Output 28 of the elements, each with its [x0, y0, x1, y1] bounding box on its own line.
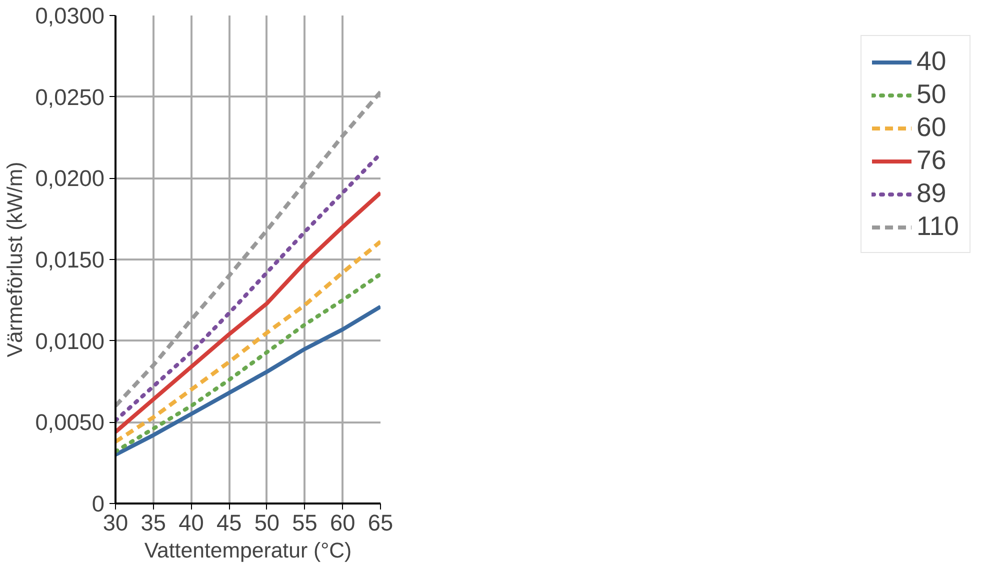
- legend-label: 40: [916, 46, 946, 77]
- x-tick-label: 35: [140, 510, 166, 536]
- x-tick-label: 40: [178, 510, 204, 536]
- y-tick-label: 0,0050: [35, 409, 104, 436]
- legend-label: 89: [916, 178, 946, 209]
- y-tick-label: 0,0250: [35, 84, 104, 110]
- y-tick-label: 0,0200: [35, 165, 104, 192]
- y-tick-label: 0: [92, 490, 105, 516]
- legend-label: 76: [916, 145, 946, 176]
- legend-label: 50: [916, 79, 946, 110]
- y-tick-label: 0,0300: [35, 2, 104, 28]
- y-axis-title: Värmeförlust (kW/m): [3, 162, 28, 358]
- legend-label: 110: [916, 211, 959, 242]
- y-tick-label: 0,0150: [35, 246, 104, 272]
- line-series: [116, 240, 380, 444]
- legend-label: 60: [916, 112, 946, 143]
- x-tick-label: 45: [216, 510, 242, 536]
- x-tick-label: 30: [102, 510, 128, 536]
- y-tick-label: 0,0100: [35, 328, 104, 354]
- line-series: [116, 90, 380, 408]
- x-axis-title: Vattentemperatur (°C): [144, 538, 352, 562]
- x-tick-label: 60: [330, 510, 356, 536]
- line-series: [116, 304, 380, 457]
- x-tick-label: 55: [292, 510, 318, 536]
- x-tick-label: 50: [254, 510, 280, 536]
- line-series: [116, 190, 380, 434]
- line-series: [116, 272, 380, 454]
- x-tick-label: 65: [368, 510, 394, 536]
